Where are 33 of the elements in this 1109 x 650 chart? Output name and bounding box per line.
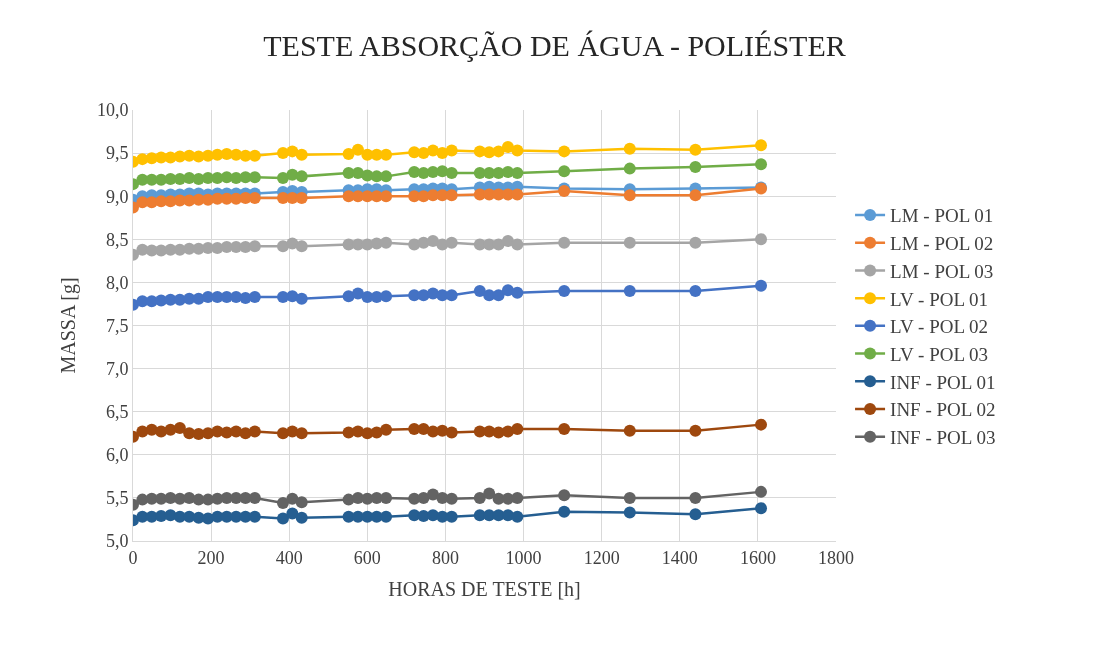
y-tick-label: 8,5: [105, 229, 129, 250]
y-tick-label: 8,0: [105, 272, 129, 293]
legend-label: LV - POL 02: [890, 316, 989, 338]
x-tick-label: 0: [128, 547, 138, 568]
x-tick-label: 1600: [739, 547, 776, 568]
chart-title: TESTE ABSORÇÃO DE ÁGUA - POLIÉSTER: [263, 29, 846, 62]
y-tick-label: 7,5: [105, 315, 129, 336]
x-tick-label: 800: [431, 547, 459, 568]
x-tick-label: 1800: [818, 547, 854, 568]
y-axis-title: MASSA [g]: [57, 277, 81, 374]
x-axis-title: HORAS DE TESTE [h]: [388, 578, 581, 601]
x-tick-label: 1000: [505, 547, 542, 568]
y-tick-label: 10,0: [96, 100, 129, 121]
legend-label: LM - POL 03: [890, 260, 994, 282]
y-tick-label: 7,0: [105, 358, 129, 379]
x-tick-label: 400: [275, 547, 303, 568]
legend-label: INF - POL 03: [890, 427, 996, 449]
y-tick-label: 9,0: [105, 186, 129, 207]
x-tick-label: 1400: [661, 547, 698, 568]
legend-label: INF - POL 02: [890, 399, 996, 421]
x-tick-label: 1200: [583, 547, 620, 568]
x-tick-label: 600: [353, 547, 381, 568]
x-tick-label: 200: [197, 547, 225, 568]
legend-label: LV - POL 03: [890, 343, 989, 365]
y-tick-label: 6,5: [105, 402, 129, 422]
legend-label: INF - POL 01: [890, 371, 996, 393]
y-tick-label: 6,0: [105, 445, 129, 466]
legend-label: LM - POL 01: [890, 205, 994, 227]
legend-label: LV - POL 01: [890, 288, 989, 310]
legend-label: LM - POL 02: [890, 233, 994, 255]
y-tick-label: 5,5: [105, 488, 129, 509]
y-tick-label: 5,0: [105, 531, 129, 552]
y-tick-label: 9,5: [105, 143, 129, 164]
